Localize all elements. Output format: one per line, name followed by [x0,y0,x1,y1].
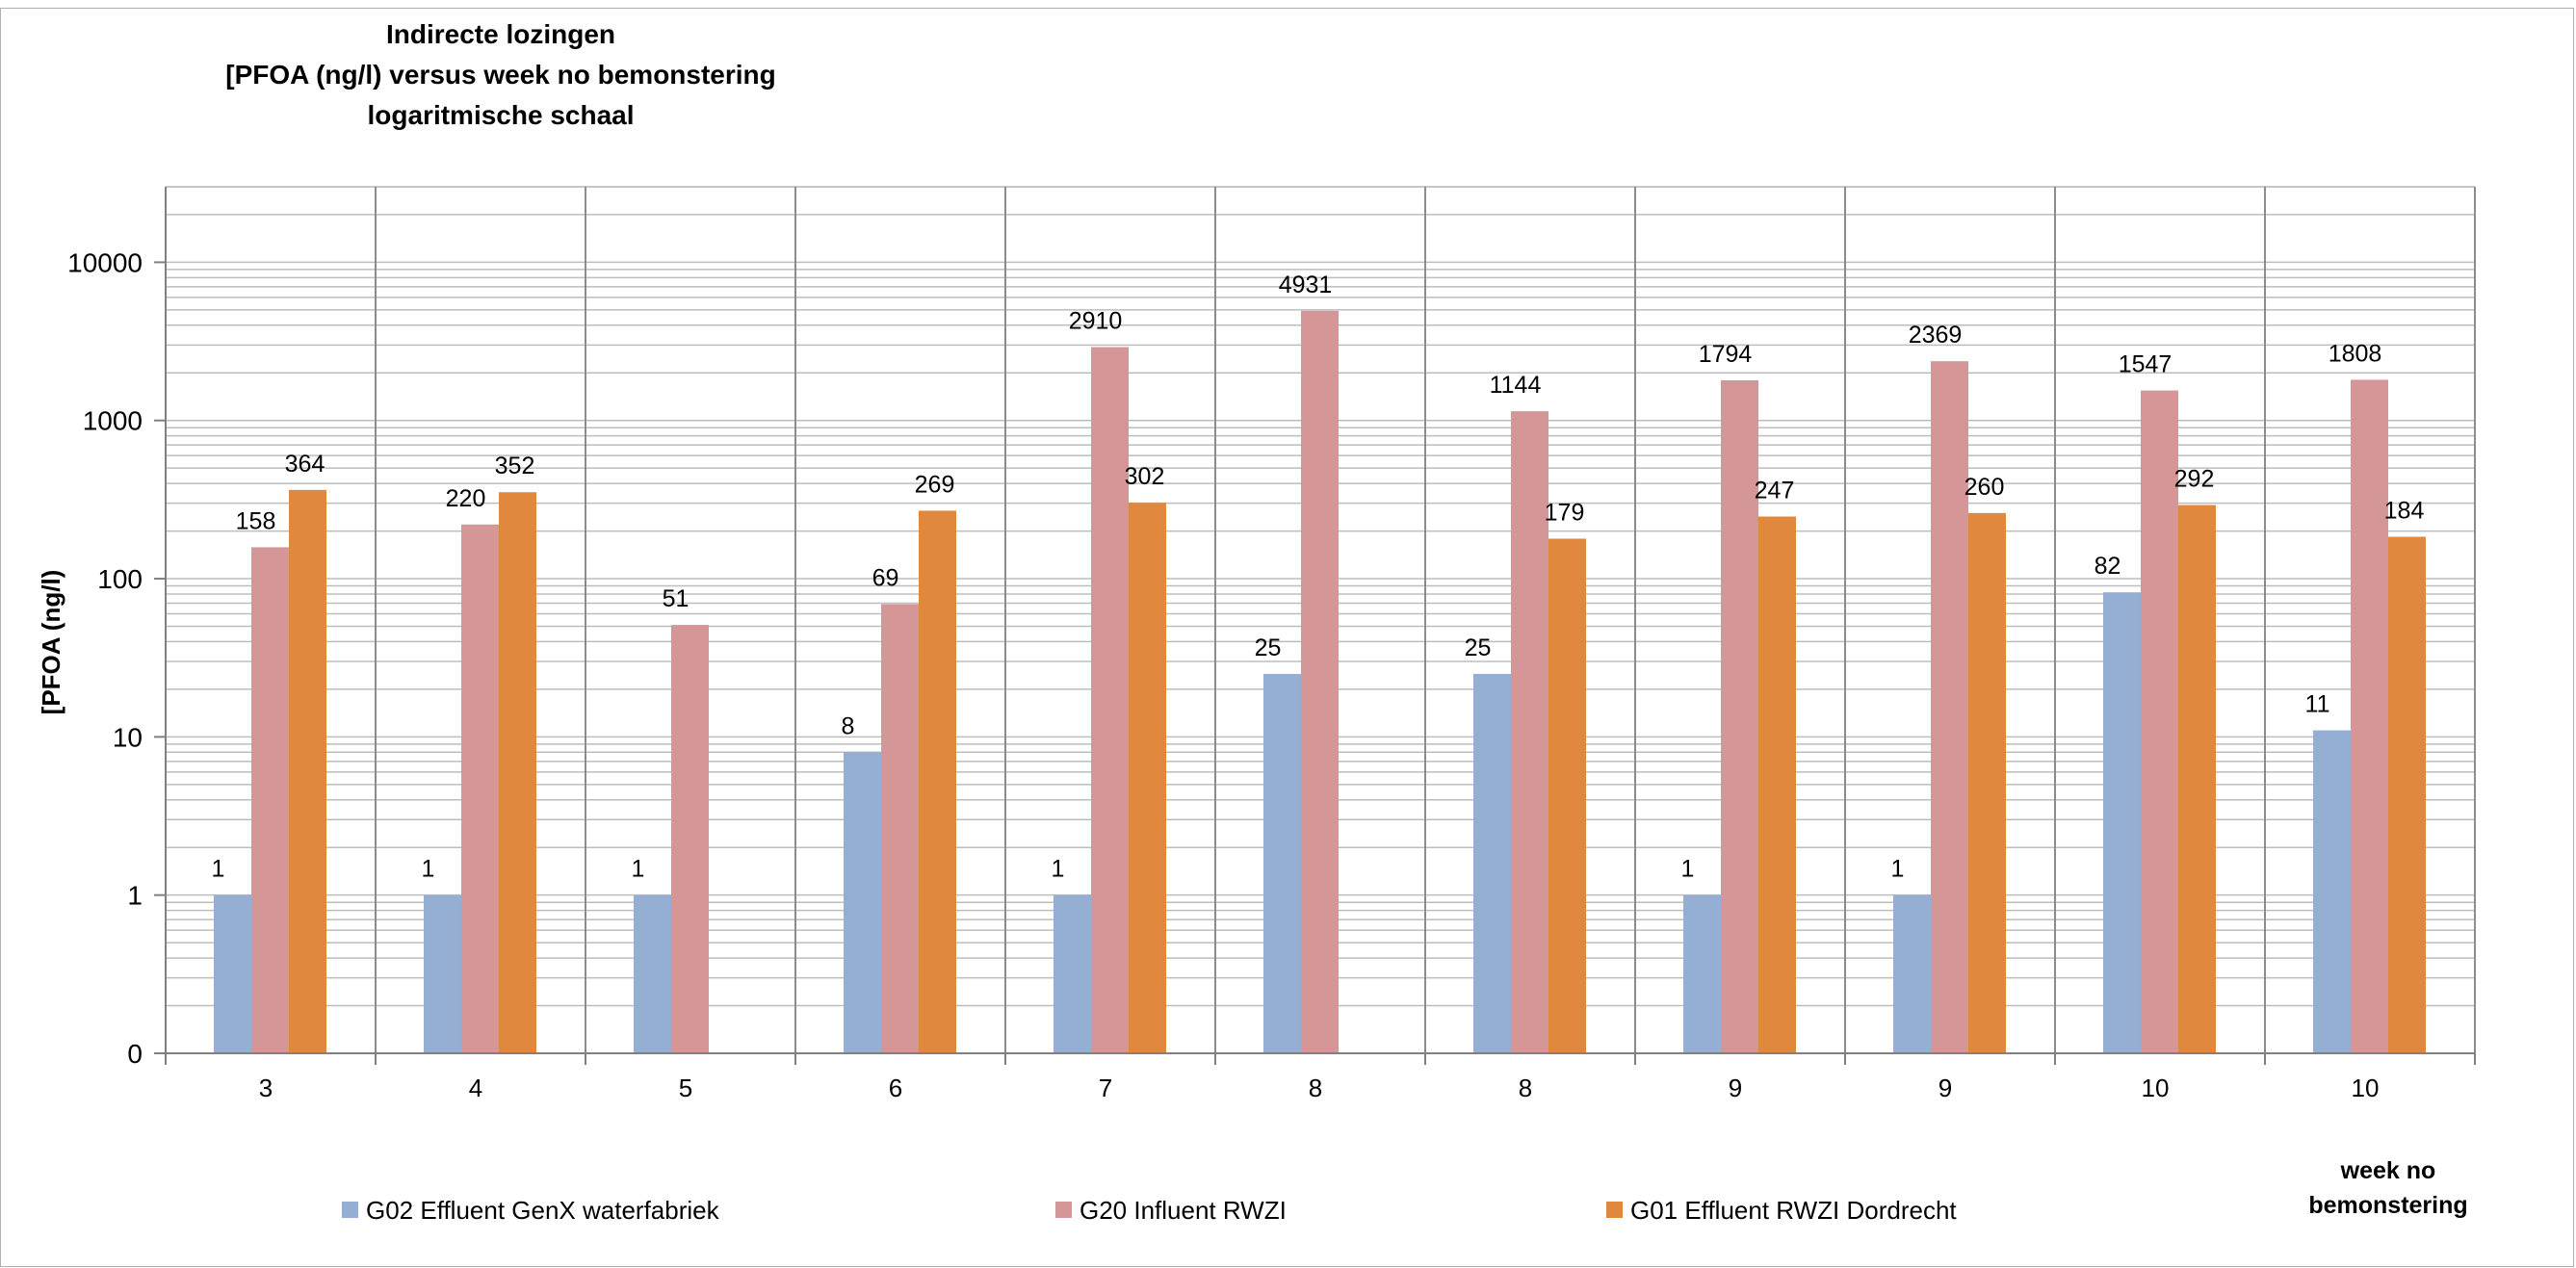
data-label: 364 [285,451,325,478]
title-line-1: Indirecte lozingen [386,19,615,49]
x-tick-label: 3 [259,1074,273,1102]
x-tick-label: 4 [469,1074,482,1102]
data-label: 1 [1052,856,1065,883]
data-label: 247 [1755,478,1795,505]
bar-series-2 [1721,380,1758,1053]
bar-series-1 [1054,894,1091,1053]
data-label: 1808 [2329,340,2382,367]
data-label: 1 [1681,856,1695,883]
bar-series-3 [499,492,536,1053]
bar-series-2 [881,604,919,1053]
bar-series-2 [1091,347,1129,1054]
data-label: 51 [663,585,690,612]
data-label: 69 [872,565,899,592]
x-axis-label: week no bemonstering [2308,1157,2467,1219]
title-line-3: logaritmische schaal [367,100,634,130]
x-tick-label: 10 [2352,1074,2380,1102]
bar-series-3 [1548,538,1586,1053]
bar-series-2 [671,625,709,1053]
x-tick-label: 7 [1099,1074,1112,1102]
data-label: 158 [236,507,276,534]
data-label: 1144 [1490,372,1542,399]
x-tick-label: 10 [2142,1074,2170,1102]
axes: 0 1 10 100 1000 10000 3 4 5 6 7 8 8 9 9 10 10 [67,187,2476,1102]
legend-swatch [342,1202,358,1218]
bar-series-1 [634,894,671,1053]
data-label: 220 [446,485,486,512]
y-tick-label: 1000 [83,406,143,436]
data-label: 1 [212,856,225,883]
y-tick-label: 0 [127,1039,143,1069]
data-label: 179 [1545,499,1585,526]
bar-series-2 [1301,310,1339,1053]
x-tick-label: 9 [1939,1074,1952,1102]
data-label: 82 [2095,553,2121,580]
y-tick-label: 100 [97,564,143,594]
bar-series-3 [2178,505,2216,1053]
chart-title: Indirecte lozingen [PFOA (ng/l) versus w… [225,19,776,130]
data-label: 1547 [2119,351,2173,378]
data-label: 11 [2305,691,2330,718]
bar-series-2 [1931,361,1968,1054]
x-tick-label: 6 [889,1074,902,1102]
bar-series-1 [1683,894,1721,1053]
bar-series-3 [919,510,956,1053]
data-label: 352 [495,453,535,479]
legend-swatch [1606,1202,1623,1218]
bar-series-2 [2141,390,2178,1053]
x-axis-label-line-1: week no [2340,1157,2436,1184]
x-tick-label: 8 [1309,1074,1322,1102]
data-label: 1 [422,856,435,883]
bar-series-1 [844,752,881,1053]
x-tick-label: 8 [1519,1074,1532,1102]
bar-series-1 [1473,673,1511,1053]
bar-series-1 [1263,673,1301,1053]
data-label: 2910 [1069,307,1123,334]
data-label: 1 [1891,856,1905,883]
bar-series-2 [251,547,289,1053]
legend-label: G20 Influent RWZI [1080,1196,1287,1225]
legend-swatch [1055,1202,1072,1218]
data-label: 302 [1125,463,1165,490]
data-label: 4931 [1279,272,1333,298]
y-axis-label: [PFOA (ng/l) [37,570,65,715]
data-label: 292 [2174,466,2215,493]
legend-label: G02 Effluent GenX waterfabriek [366,1196,720,1225]
bar-series-2 [461,524,499,1053]
data-label: 25 [1465,634,1492,661]
bar-series-3 [2388,536,2426,1053]
legend: G02 Effluent GenX waterfabriek G20 Influe… [342,1196,1957,1225]
x-tick-label: 5 [679,1074,692,1102]
bar-series-2 [1511,411,1548,1053]
data-label: 1794 [1699,341,1753,368]
bar-series-3 [1758,516,1796,1053]
data-label: 269 [915,471,955,498]
data-label: 184 [2384,498,2425,525]
y-tick-label: 1 [127,881,143,911]
bar-series-1 [214,894,251,1053]
bar-series-2 [2351,379,2388,1053]
y-tick-label: 10000 [67,247,143,277]
bar-series-3 [1968,512,2006,1053]
x-axis-label-line-2: bemonstering [2308,1192,2467,1219]
data-label: 25 [1255,634,1282,661]
bar-series-3 [1129,503,1166,1053]
bars [214,310,2426,1054]
data-label: 1 [632,856,645,883]
x-tick-label: 9 [1729,1074,1742,1102]
bar-series-1 [424,894,461,1053]
bar-series-1 [2103,592,2141,1053]
y-tick-label: 10 [113,722,143,752]
data-label: 8 [842,712,855,739]
data-label: 260 [1965,474,2005,501]
legend-label: G01 Effluent RWZI Dordrecht [1630,1196,1957,1225]
bar-series-1 [1893,894,1931,1053]
data-label: 2369 [1909,322,1963,349]
title-line-2: [PFOA (ng/l) versus week no bemonstering [225,60,776,90]
bar-series-3 [289,489,326,1053]
bar-series-1 [2313,730,2351,1053]
